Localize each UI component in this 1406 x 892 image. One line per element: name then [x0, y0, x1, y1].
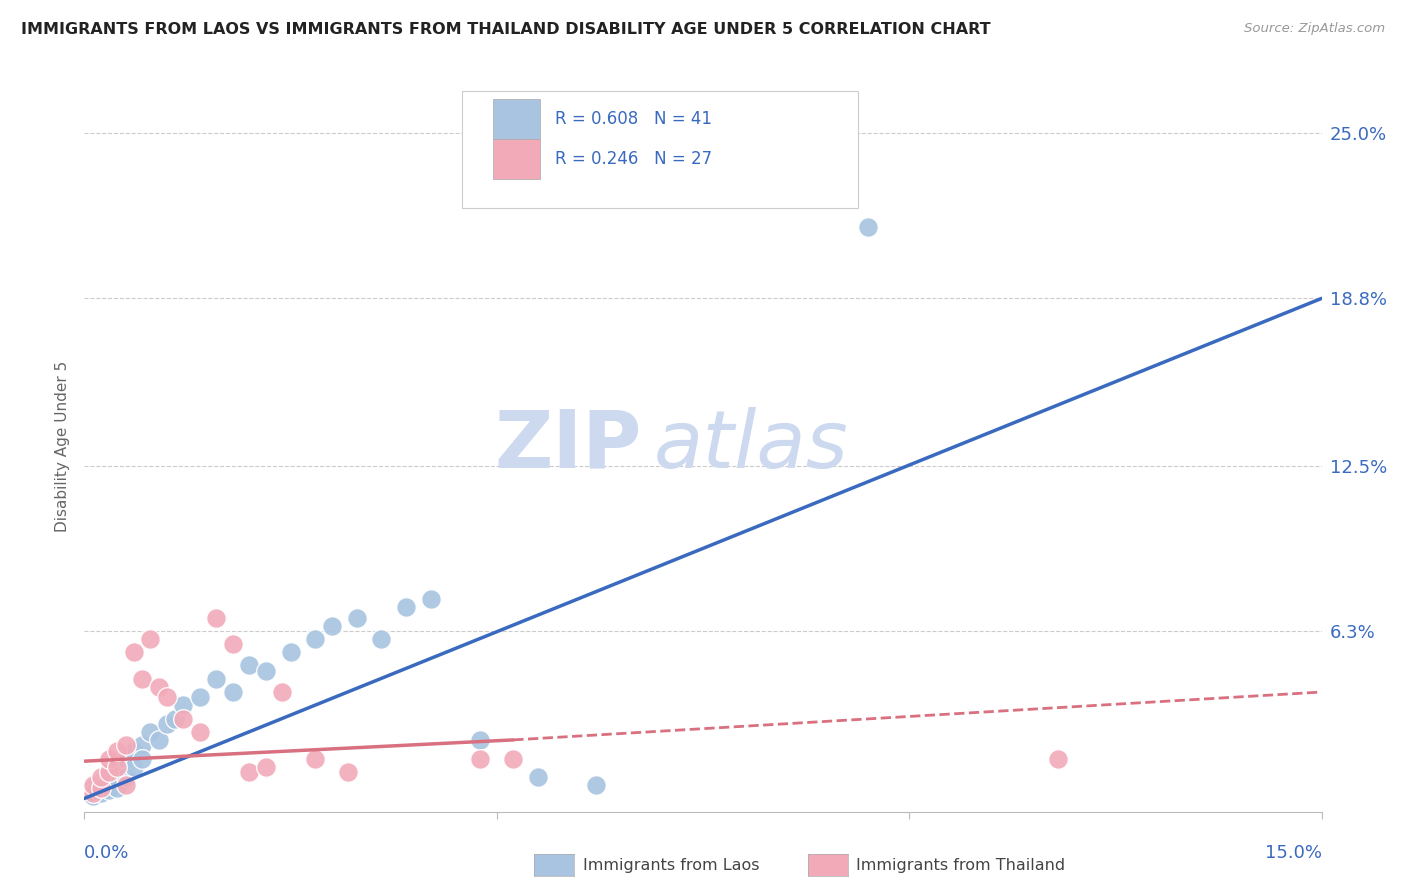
Point — [98, 751, 121, 765]
Text: R = 0.246   N = 27: R = 0.246 N = 27 — [554, 150, 711, 168]
Point — [222, 685, 245, 699]
Point — [271, 685, 294, 699]
Point — [105, 780, 128, 795]
Point — [139, 725, 162, 739]
Point — [172, 698, 194, 713]
Point — [165, 712, 187, 726]
Text: Immigrants from Thailand: Immigrants from Thailand — [856, 858, 1066, 872]
Point — [82, 780, 104, 795]
Point — [172, 712, 194, 726]
Point — [502, 751, 524, 765]
Point — [470, 751, 492, 765]
Point — [82, 786, 104, 800]
Point — [114, 751, 136, 765]
Point — [321, 618, 343, 632]
Point — [222, 637, 245, 651]
Point — [98, 764, 121, 779]
Point — [254, 664, 277, 678]
Point — [156, 717, 179, 731]
Point — [205, 672, 228, 686]
Point — [90, 780, 112, 795]
Point — [205, 610, 228, 624]
Point — [90, 775, 112, 789]
Point — [156, 690, 179, 705]
Point — [114, 770, 136, 784]
Point — [90, 783, 112, 797]
Point — [370, 632, 392, 646]
Point — [114, 764, 136, 779]
Text: Immigrants from Laos: Immigrants from Laos — [583, 858, 761, 872]
Point — [856, 219, 879, 234]
Point — [1046, 751, 1069, 765]
Point — [98, 770, 121, 784]
Point — [90, 770, 112, 784]
Point — [238, 764, 260, 779]
Point — [122, 645, 145, 659]
Point — [122, 743, 145, 757]
Point — [148, 732, 170, 747]
Text: Source: ZipAtlas.com: Source: ZipAtlas.com — [1244, 22, 1385, 36]
Text: ZIP: ZIP — [494, 407, 641, 485]
Point — [98, 783, 121, 797]
Text: IMMIGRANTS FROM LAOS VS IMMIGRANTS FROM THAILAND DISABILITY AGE UNDER 5 CORRELAT: IMMIGRANTS FROM LAOS VS IMMIGRANTS FROM … — [21, 22, 991, 37]
Point — [114, 778, 136, 792]
Point — [82, 786, 104, 800]
Point — [419, 591, 441, 606]
Point — [304, 632, 326, 646]
Point — [470, 732, 492, 747]
Point — [131, 672, 153, 686]
Point — [148, 680, 170, 694]
Point — [82, 789, 104, 803]
Point — [105, 743, 128, 757]
Point — [131, 751, 153, 765]
FancyBboxPatch shape — [492, 99, 540, 139]
Point — [105, 772, 128, 787]
Point — [527, 770, 550, 784]
Point — [337, 764, 360, 779]
Point — [188, 690, 211, 705]
Point — [346, 610, 368, 624]
Point — [105, 759, 128, 773]
FancyBboxPatch shape — [492, 139, 540, 179]
Text: atlas: atlas — [654, 407, 848, 485]
Point — [114, 738, 136, 752]
Point — [254, 759, 277, 773]
Point — [395, 599, 418, 614]
Text: R = 0.608   N = 41: R = 0.608 N = 41 — [554, 110, 711, 128]
Point — [238, 658, 260, 673]
Point — [122, 759, 145, 773]
Y-axis label: Disability Age Under 5: Disability Age Under 5 — [55, 360, 70, 532]
Point — [98, 764, 121, 779]
Point — [139, 632, 162, 646]
Text: 15.0%: 15.0% — [1264, 844, 1322, 862]
Point — [131, 738, 153, 752]
Text: 0.0%: 0.0% — [84, 844, 129, 862]
Point — [82, 778, 104, 792]
FancyBboxPatch shape — [461, 91, 858, 209]
Point — [105, 759, 128, 773]
Point — [280, 645, 302, 659]
Point — [90, 786, 112, 800]
Point — [98, 778, 121, 792]
Point — [188, 725, 211, 739]
Point — [585, 778, 607, 792]
Point — [304, 751, 326, 765]
